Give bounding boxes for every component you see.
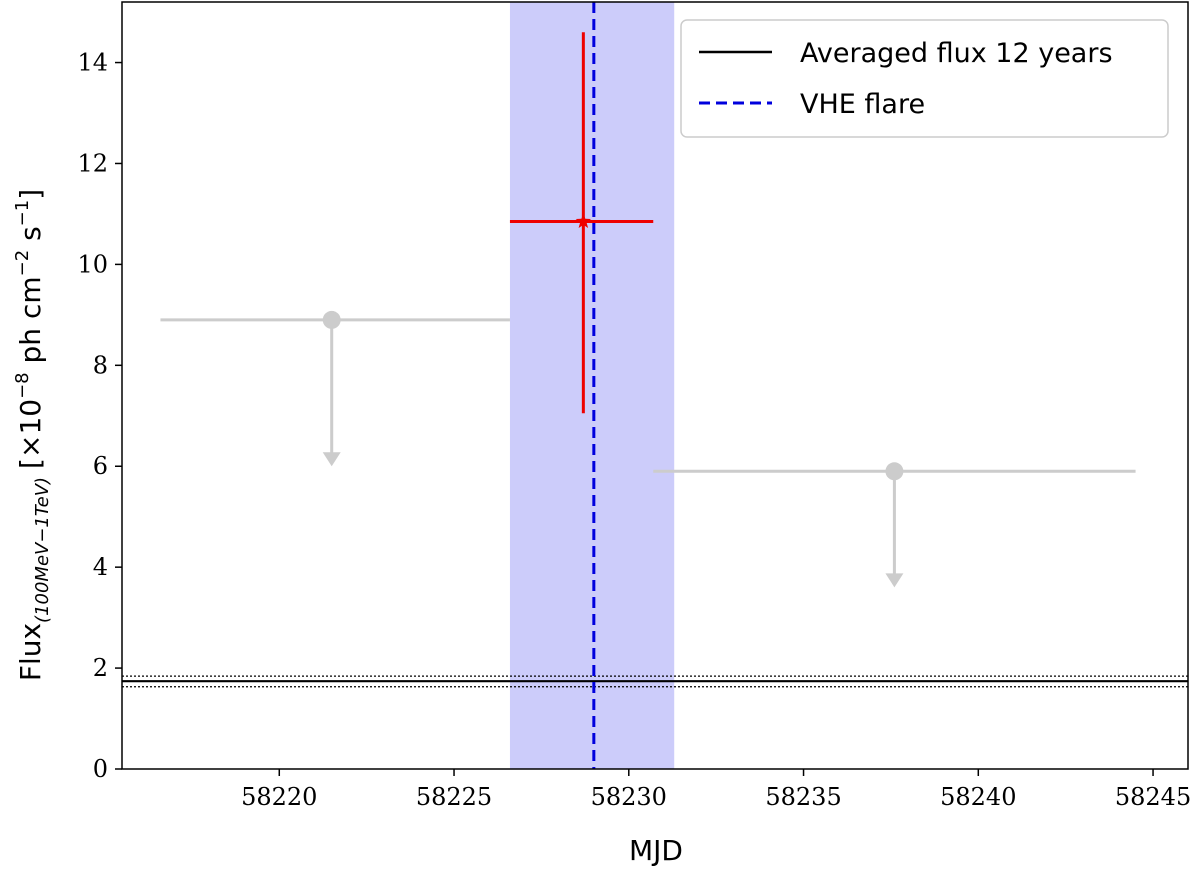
x-tick-label: 58240 xyxy=(940,783,1016,811)
vhe-flare-band xyxy=(509,2,675,769)
y-tick-label: 0 xyxy=(93,755,108,783)
x-tick-label: 58225 xyxy=(416,783,492,811)
y-tick-label: 6 xyxy=(93,452,108,480)
upper-limit-2-arrow-head xyxy=(885,573,904,588)
legend-frame xyxy=(680,19,1169,138)
axes: 58220 58225 58230 58235 58240 58245 0 2 4 6 8 10 12 1… xyxy=(77,1,1191,811)
x-tick-label: 58230 xyxy=(591,783,667,811)
legend-label-vhe-flare: VHE flare xyxy=(800,89,925,120)
y-tick-label: 4 xyxy=(93,553,108,581)
y-tick-label: 14 xyxy=(77,49,108,77)
legend-label-averaged-flux: Averaged flux 12 years xyxy=(800,38,1113,69)
legend: Averaged flux 12 years VHE flare xyxy=(680,19,1169,138)
upper-limit-1-marker xyxy=(322,310,341,329)
axes-frame xyxy=(121,1,1189,770)
y-tick-label: 2 xyxy=(93,654,108,682)
upper-limit-2-marker xyxy=(885,462,904,481)
x-tick-label: 58220 xyxy=(241,783,317,811)
y-tick-label: 10 xyxy=(77,250,108,278)
x-axis-label: MJD xyxy=(629,834,683,867)
plot-area xyxy=(122,2,1188,769)
x-tick-label: 58235 xyxy=(765,783,841,811)
detection-star-marker xyxy=(575,213,591,228)
y-axis-label: Flux(100MeV−1TeV)[×10−8 ph cm−2 s−1] xyxy=(12,189,53,681)
upper-limit-1-arrow-head xyxy=(322,452,341,467)
x-tick-label: 58245 xyxy=(1115,783,1191,811)
y-tick-label: 8 xyxy=(93,351,108,379)
y-tick-label: 12 xyxy=(77,149,108,177)
